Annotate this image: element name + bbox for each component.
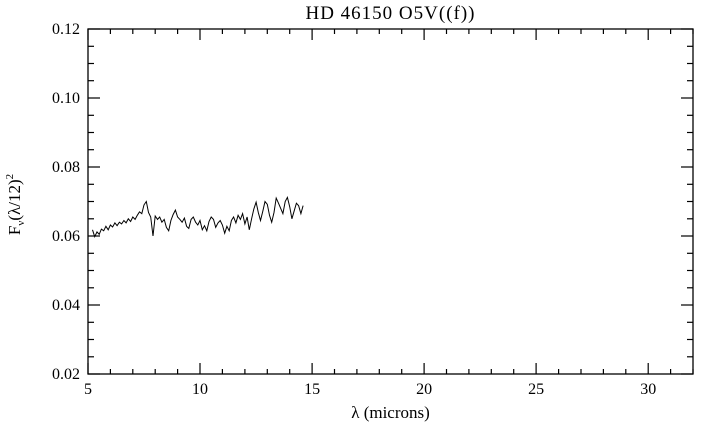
svg-text:0.12: 0.12 — [52, 21, 80, 38]
y-axis-title: Fν(λ/12)2 — [4, 174, 27, 235]
y-axis-tick-labels: 0.02 0.04 0.06 0.08 0.10 0.12 — [52, 21, 80, 383]
svg-text:0.08: 0.08 — [52, 159, 80, 176]
svg-text:λ (microns): λ (microns) — [351, 403, 430, 422]
plot-frame — [87, 28, 694, 375]
x-axis-ticks — [87, 29, 694, 374]
svg-text:30: 30 — [640, 381, 656, 398]
svg-text:Fν(λ/12)2: Fν(λ/12)2 — [4, 174, 27, 235]
svg-text:0.04: 0.04 — [52, 297, 80, 314]
svg-text:5: 5 — [84, 381, 92, 398]
svg-text:10: 10 — [192, 381, 208, 398]
svg-text:20: 20 — [416, 381, 432, 398]
svg-text:0.10: 0.10 — [52, 90, 80, 107]
svg-text:15: 15 — [304, 381, 320, 398]
y-axis-ticks — [88, 28, 693, 375]
svg-text:0.02: 0.02 — [52, 366, 80, 383]
x-axis-tick-labels: 5 10 15 20 25 30 — [84, 381, 656, 398]
chart-title: HD 46150 O5V((f)) — [305, 3, 476, 24]
svg-text:25: 25 — [528, 381, 544, 398]
spectrum-trace — [92, 196, 304, 239]
svg-text:0.06: 0.06 — [52, 228, 80, 245]
x-axis-title: λ (microns) — [351, 403, 430, 422]
